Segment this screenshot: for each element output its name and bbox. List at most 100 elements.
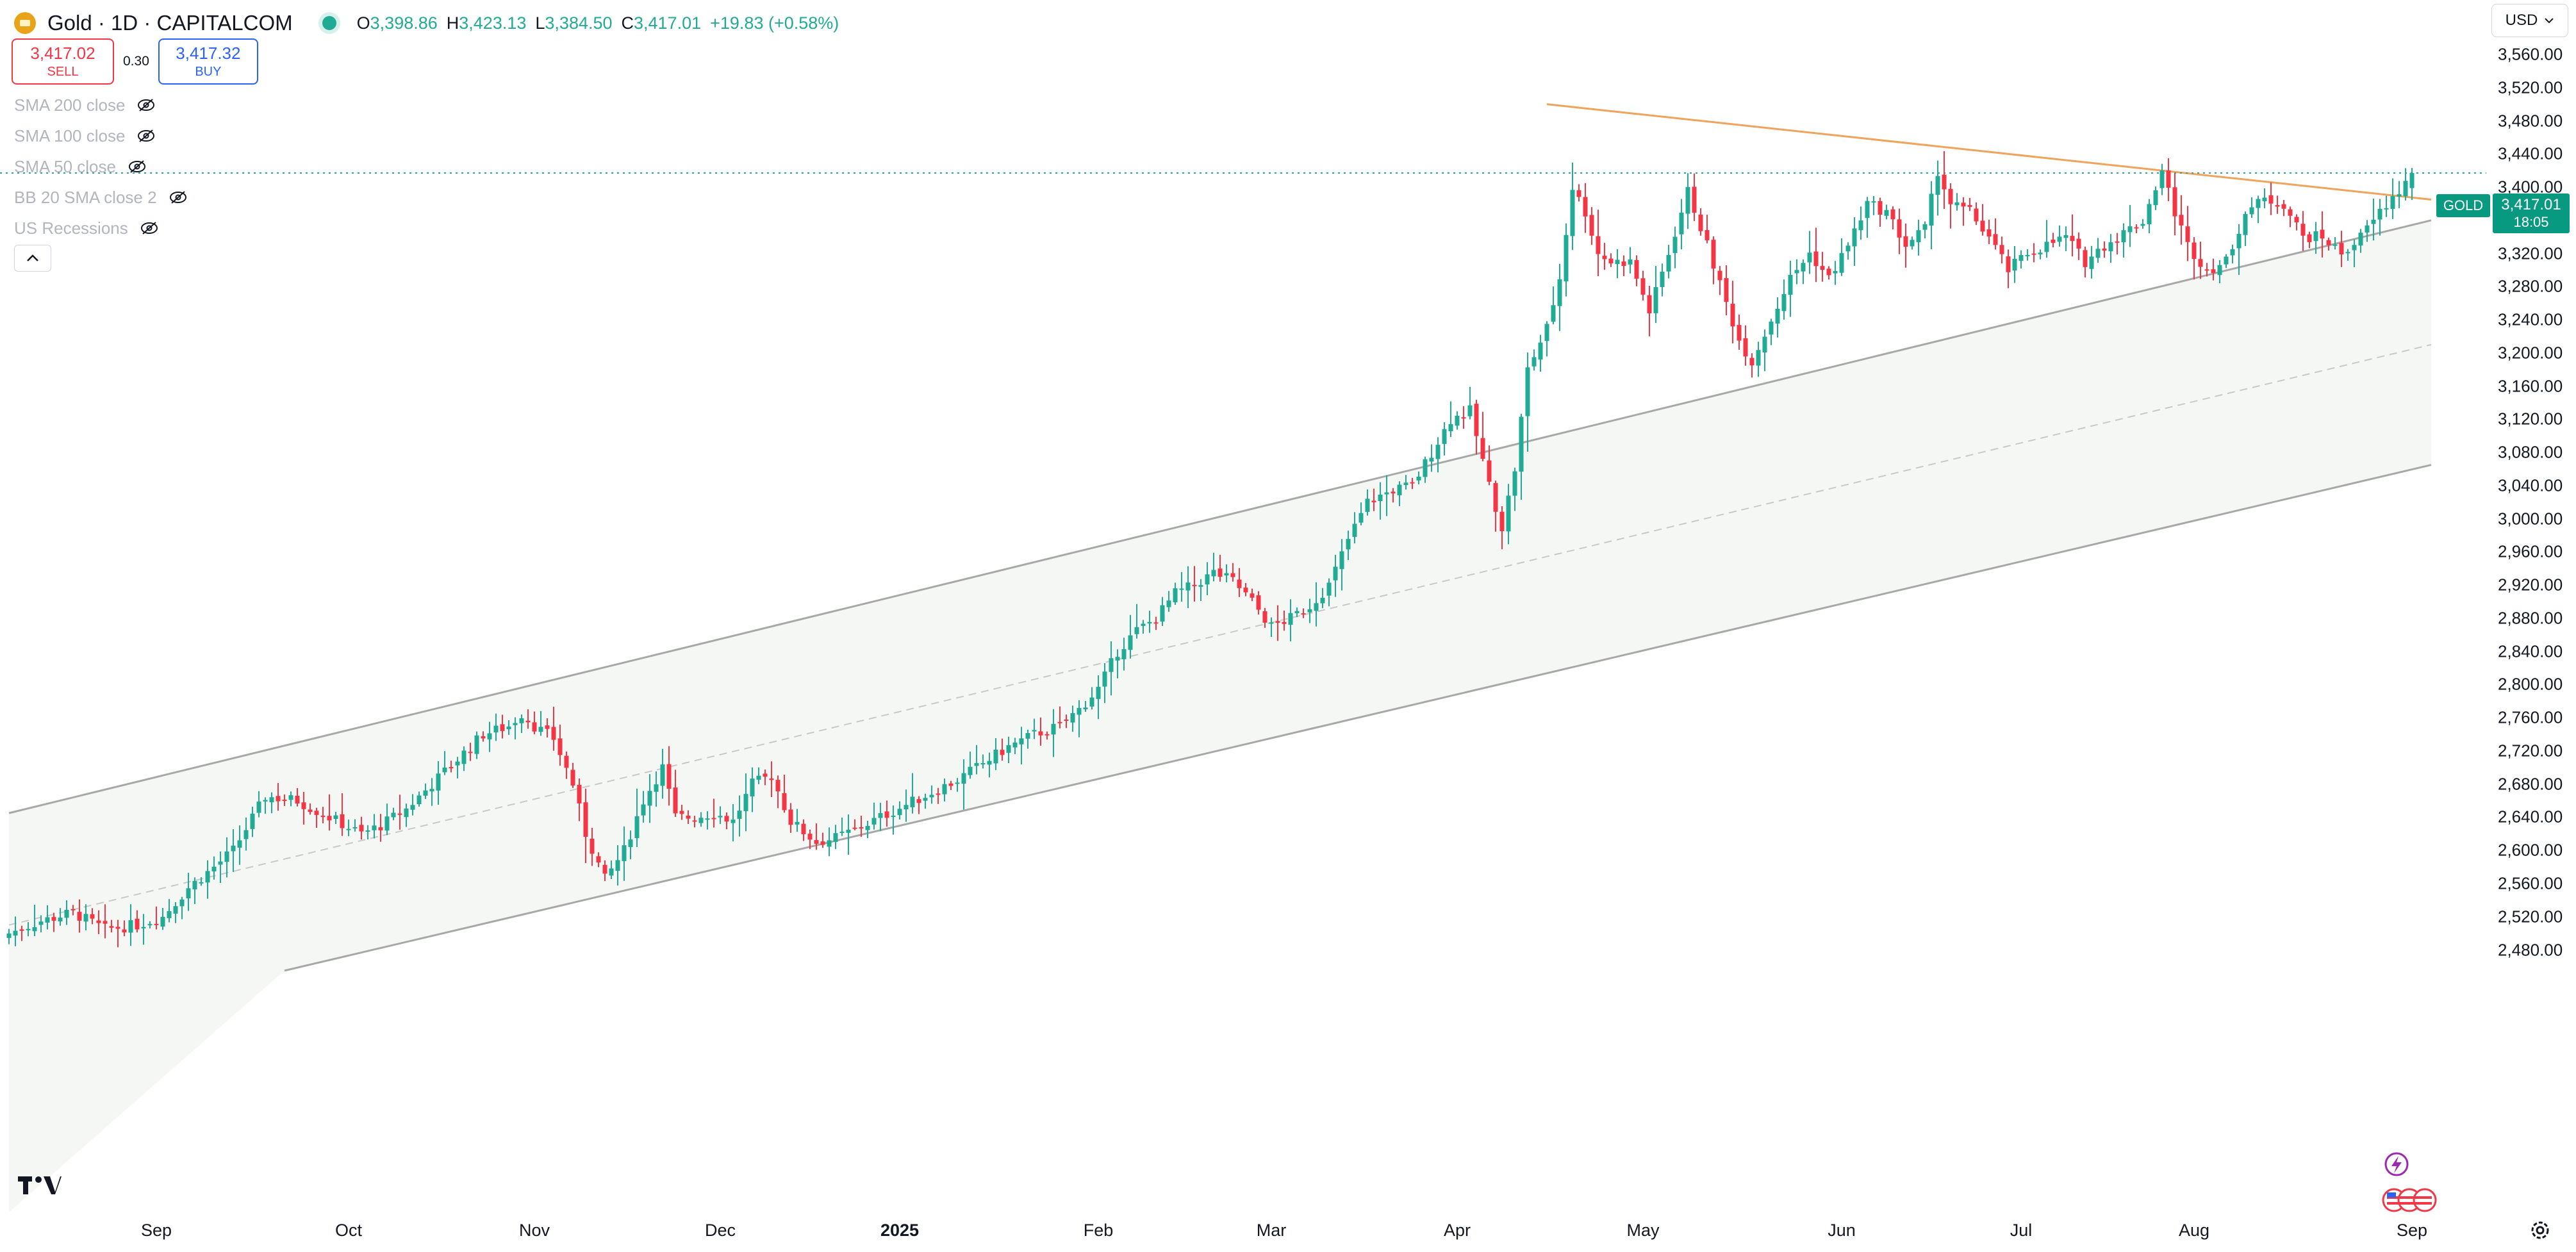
candle[interactable]: [2332, 237, 2338, 250]
candle[interactable]: [115, 919, 120, 948]
candle[interactable]: [397, 795, 402, 830]
candle[interactable]: [179, 896, 185, 919]
settings-gear-icon[interactable]: [2527, 1217, 2553, 1243]
candle[interactable]: [352, 819, 358, 832]
candle[interactable]: [1147, 611, 1152, 633]
tradingview-logo[interactable]: [17, 1174, 62, 1197]
candle[interactable]: [1730, 281, 1735, 343]
candle[interactable]: [461, 746, 466, 771]
indicator-bollinger-bands[interactable]: BB 20 SMA close 2: [14, 182, 188, 213]
candle[interactable]: [2371, 198, 2376, 241]
candle[interactable]: [1858, 206, 1863, 240]
candle[interactable]: [1141, 620, 1146, 634]
candle[interactable]: [449, 761, 454, 773]
candle[interactable]: [2281, 200, 2286, 217]
candle[interactable]: [1794, 259, 1799, 284]
candle[interactable]: [2320, 211, 2325, 258]
candle[interactable]: [1890, 206, 1895, 230]
candle[interactable]: [1769, 318, 1774, 345]
candle[interactable]: [1615, 249, 1620, 279]
candle[interactable]: [769, 761, 774, 798]
candle[interactable]: [1089, 687, 1094, 710]
candle[interactable]: [2038, 249, 2043, 259]
candle[interactable]: [199, 877, 204, 886]
candle[interactable]: [2326, 237, 2331, 251]
candle[interactable]: [1237, 568, 1242, 597]
candle[interactable]: [743, 773, 748, 832]
candle[interactable]: [833, 825, 838, 850]
candle[interactable]: [2134, 224, 2139, 233]
candle[interactable]: [590, 827, 595, 866]
candle[interactable]: [1467, 386, 1473, 420]
candle[interactable]: [583, 788, 588, 864]
candle[interactable]: [2377, 199, 2382, 236]
candle[interactable]: [2147, 199, 2152, 234]
candle[interactable]: [1839, 238, 1844, 276]
candle[interactable]: [1096, 675, 1101, 720]
candle[interactable]: [686, 810, 691, 824]
candle[interactable]: [256, 791, 261, 818]
candle[interactable]: [1403, 475, 1408, 490]
candle[interactable]: [1608, 253, 1614, 267]
candle[interactable]: [1647, 286, 1652, 336]
candle[interactable]: [1711, 236, 1716, 284]
symbol-legend[interactable]: Gold · 1D · CAPITALCOM O3,398.86 H3,423.…: [14, 5, 839, 41]
candle[interactable]: [384, 803, 390, 836]
candle[interactable]: [378, 814, 383, 842]
candle[interactable]: [1153, 616, 1159, 630]
candle[interactable]: [1333, 554, 1338, 597]
candle[interactable]: [1166, 591, 1171, 612]
sell-button[interactable]: 3,417.02 SELL: [12, 38, 114, 85]
candle[interactable]: [1980, 204, 1985, 236]
candle[interactable]: [1218, 554, 1223, 582]
candle[interactable]: [718, 806, 723, 824]
candle[interactable]: [2339, 231, 2344, 267]
candle[interactable]: [1640, 270, 1646, 301]
candle[interactable]: [417, 791, 422, 807]
candle[interactable]: [904, 789, 909, 822]
candle[interactable]: [1121, 638, 1127, 671]
candle[interactable]: [1666, 245, 1671, 279]
candle[interactable]: [13, 916, 18, 946]
candle[interactable]: [1051, 709, 1056, 757]
candle[interactable]: [2031, 243, 2036, 263]
candle[interactable]: [1897, 208, 1902, 254]
candle[interactable]: [1077, 700, 1082, 737]
candle[interactable]: [884, 800, 889, 827]
candle[interactable]: [2063, 226, 2068, 251]
candle[interactable]: [167, 899, 172, 923]
candle[interactable]: [1326, 578, 1332, 607]
candle[interactable]: [641, 791, 646, 823]
candle[interactable]: [2358, 229, 2363, 253]
candle[interactable]: [2397, 181, 2402, 208]
candle[interactable]: [839, 817, 845, 836]
candle[interactable]: [320, 807, 326, 823]
candle[interactable]: [525, 709, 531, 729]
candle[interactable]: [763, 769, 768, 786]
candle[interactable]: [807, 829, 813, 850]
candle[interactable]: [173, 902, 178, 923]
candle[interactable]: [705, 811, 710, 830]
candle[interactable]: [1910, 236, 1915, 250]
candle[interactable]: [1672, 226, 1678, 268]
candle[interactable]: [1871, 196, 1876, 215]
candle[interactable]: [961, 759, 966, 810]
candle[interactable]: [609, 860, 614, 880]
candle[interactable]: [660, 748, 665, 799]
candle[interactable]: [1173, 582, 1178, 605]
candle[interactable]: [698, 812, 704, 827]
candle[interactable]: [237, 825, 242, 865]
candle[interactable]: [1679, 199, 1684, 250]
candle[interactable]: [186, 873, 191, 911]
candle[interactable]: [1038, 717, 1043, 746]
candle[interactable]: [64, 900, 69, 925]
candle[interactable]: [1391, 488, 1396, 503]
candle[interactable]: [1602, 243, 1607, 270]
candle[interactable]: [141, 914, 146, 945]
candle[interactable]: [1499, 506, 1505, 550]
candle[interactable]: [1576, 184, 1581, 202]
candle[interactable]: [1935, 160, 1940, 216]
candle[interactable]: [455, 757, 460, 778]
candle[interactable]: [1307, 598, 1312, 623]
